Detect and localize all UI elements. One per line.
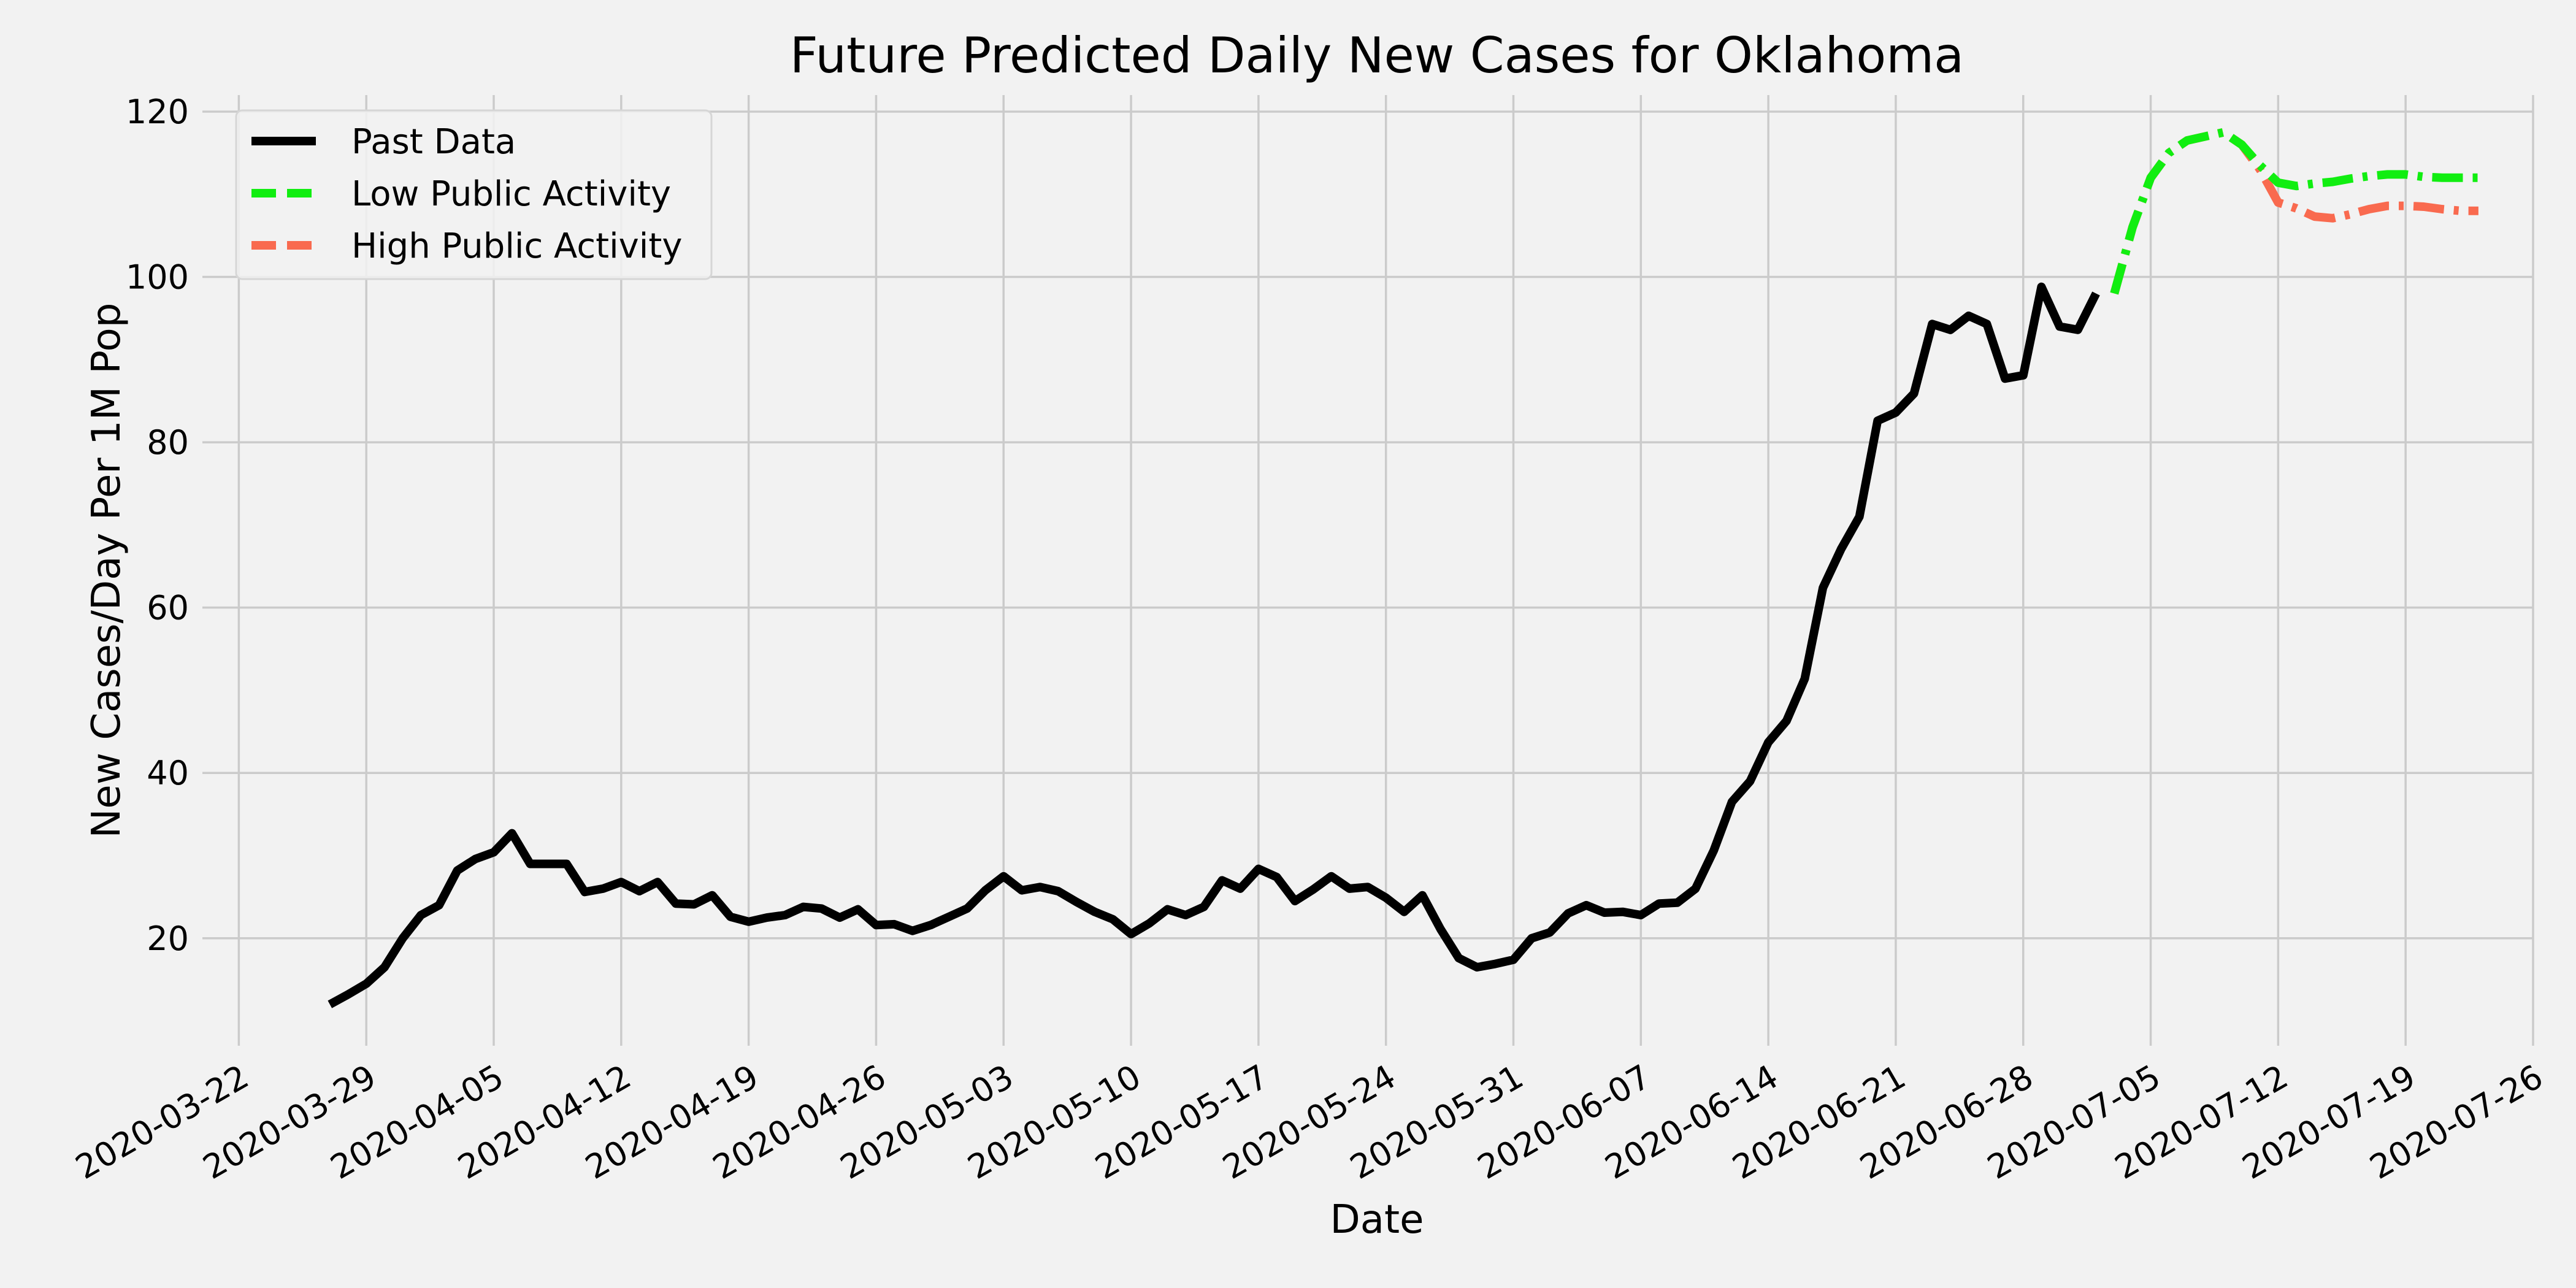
y-tick-label: 40 bbox=[147, 754, 189, 792]
y-axis-label: New Cases/Day Per 1M Pop bbox=[84, 303, 129, 838]
y-tick-label: 100 bbox=[126, 258, 189, 297]
series-line-low-public-activity bbox=[2110, 128, 2478, 295]
series-line-high-public-activity bbox=[2110, 128, 2478, 295]
legend-label-low-public-activity: Low Public Activity bbox=[351, 174, 671, 214]
y-tick-labels: 20 40 60 80 100 120 bbox=[126, 93, 189, 958]
x-axis-label: Date bbox=[1330, 1197, 1424, 1243]
legend: Past Data Low Public Activity High Public … bbox=[235, 109, 713, 280]
legend-box bbox=[235, 109, 713, 280]
legend-label-high-public-activity: High Public Activity bbox=[351, 226, 682, 266]
legend-label-past-data: Past Data bbox=[351, 122, 516, 162]
y-tick-label: 80 bbox=[147, 423, 189, 462]
y-tick-label: 60 bbox=[147, 589, 189, 627]
series-line-past-data bbox=[328, 282, 2100, 1008]
y-tick-label: 120 bbox=[126, 93, 189, 131]
y-tick-label: 20 bbox=[147, 919, 189, 958]
chart-title: Future Predicted Daily New Cases for Okl… bbox=[790, 27, 1964, 84]
series-layer bbox=[328, 128, 2478, 1008]
